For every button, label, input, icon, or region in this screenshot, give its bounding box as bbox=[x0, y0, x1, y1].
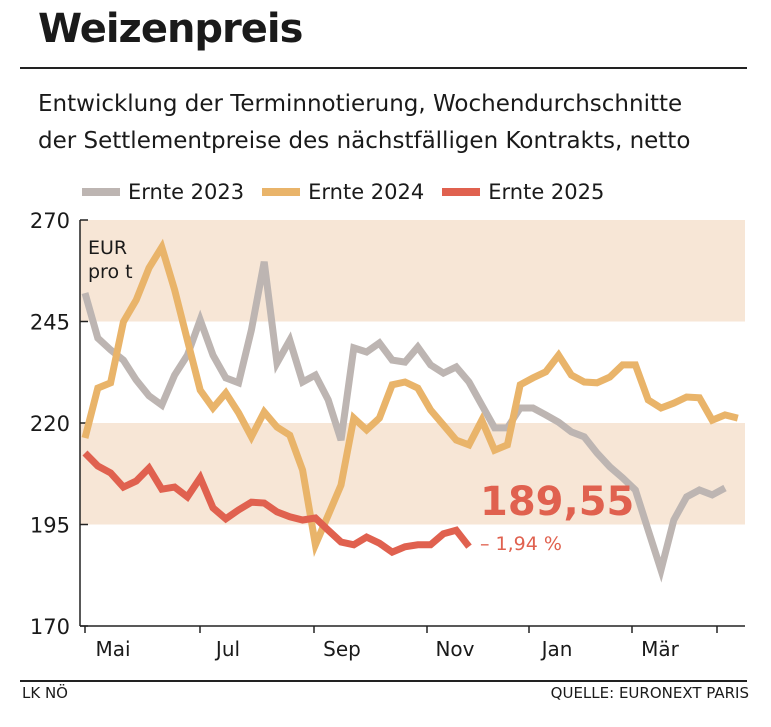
legend-swatch bbox=[82, 188, 120, 196]
y-tick-label: 170 bbox=[30, 615, 70, 639]
series-line-ernte-2024 bbox=[81, 238, 739, 557]
subtitle: Entwicklung der Terminnotierung, Wochend… bbox=[38, 86, 758, 160]
shaded-band bbox=[80, 423, 745, 525]
legend-swatch bbox=[262, 188, 301, 196]
legend: Ernte 2023 Ernte 2024 Ernte 2025 bbox=[82, 180, 604, 204]
x-tick-label: Mär bbox=[641, 637, 680, 661]
footer-source: QUELLE: EURONEXT PARIS bbox=[550, 684, 749, 702]
x-tick-label: Nov bbox=[435, 637, 474, 661]
footer-divider bbox=[20, 680, 747, 682]
legend-item-2025: Ernte 2025 bbox=[442, 180, 604, 204]
page-title: Weizenpreis bbox=[38, 6, 303, 52]
x-tick-label: Jul bbox=[214, 637, 240, 661]
legend-item-2023: Ernte 2023 bbox=[82, 180, 244, 204]
series-line-ernte-2025 bbox=[82, 450, 472, 557]
last-value-label: 189,55 bbox=[480, 479, 634, 525]
unit-label: EUR bbox=[88, 237, 127, 259]
y-tick-label: 220 bbox=[30, 412, 70, 436]
x-tick-label: Sep bbox=[323, 637, 361, 661]
title-divider bbox=[20, 67, 747, 69]
change-label: – 1,94 % bbox=[480, 533, 562, 555]
subtitle-line-1: Entwicklung der Terminnotierung, Wochend… bbox=[38, 91, 683, 117]
y-tick-label: 245 bbox=[30, 311, 70, 335]
x-tick-label: Mai bbox=[95, 637, 130, 661]
footer-credit: LK NÖ bbox=[22, 684, 68, 702]
legend-label: Ernte 2023 bbox=[128, 180, 245, 204]
y-tick-label: 195 bbox=[30, 514, 70, 538]
legend-label: Ernte 2024 bbox=[308, 180, 425, 204]
legend-swatch bbox=[442, 188, 481, 196]
y-tick-label: 270 bbox=[30, 209, 70, 233]
x-tick-label: Jan bbox=[540, 637, 573, 661]
legend-item-2024: Ernte 2024 bbox=[262, 180, 424, 204]
unit-label: pro t bbox=[88, 261, 133, 283]
subtitle-line-2: der Settlementpreise des nächstfälligen … bbox=[38, 128, 691, 154]
shaded-band bbox=[80, 220, 745, 322]
legend-label: Ernte 2025 bbox=[488, 180, 605, 204]
